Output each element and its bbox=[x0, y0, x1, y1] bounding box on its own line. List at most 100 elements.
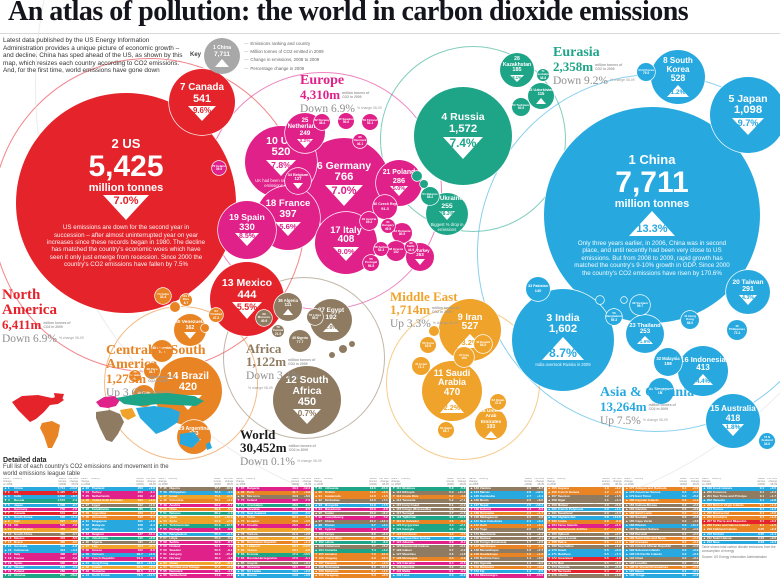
row-rank: ▲ 103 bbox=[314, 543, 324, 548]
row-rank: ▲ 87 bbox=[236, 568, 245, 573]
row-country: French Polynesia bbox=[557, 507, 584, 511]
table-row: ▲ 91 Guatemala 12.8 +1.5 bbox=[313, 494, 389, 499]
bubble-label: 52 Qatar bbox=[439, 425, 452, 430]
row-tonnes: 38.8 bbox=[292, 502, 299, 507]
row-tonnes: 0.2 bbox=[682, 556, 687, 561]
bubble-label: 14 Brazil bbox=[167, 371, 209, 383]
table-row: ▲ 109 Bahamas 6.2 +1.1 bbox=[313, 569, 389, 574]
column-header-label: Rank / change on 2008 bbox=[546, 478, 556, 486]
row-rank: ▲ 210 bbox=[702, 531, 712, 536]
row-tonnes: 10.9 bbox=[369, 506, 376, 511]
table-row: ▲ 35 Uzbekistan 115 +3.8 bbox=[80, 536, 156, 541]
row-rank: ▼ 32 bbox=[81, 523, 90, 528]
row-rank: ▼ 30 bbox=[81, 515, 90, 519]
row-country: Netherlands bbox=[91, 495, 110, 499]
row-change: -0.7 bbox=[71, 531, 78, 536]
row-country: Burma bbox=[246, 573, 257, 577]
row-tonnes: 5.3 bbox=[449, 490, 454, 495]
row-tonnes: 413 bbox=[59, 548, 66, 553]
region-name: Europe bbox=[300, 73, 345, 88]
row-country: Kuwait bbox=[91, 565, 102, 569]
row-rank: ▲ 98 bbox=[314, 523, 322, 528]
row-change: -15.0 bbox=[380, 486, 388, 491]
row-tonnes: 2.3 bbox=[526, 510, 532, 515]
region-name: Middle East bbox=[390, 289, 458, 304]
region-label-eu: Europe 4,310m million tonnes of CO2 in 200… bbox=[300, 74, 420, 116]
row-change: +5.6 bbox=[614, 502, 621, 507]
row-rank: ▼ 71 bbox=[236, 502, 245, 507]
bubble-value: 192 bbox=[325, 314, 337, 322]
row-rank: ▲ 41 bbox=[81, 560, 90, 565]
row-tonnes: 17.0 bbox=[292, 556, 299, 561]
row-change: -1.3 bbox=[227, 510, 233, 515]
row-change: -5.3 bbox=[537, 506, 544, 511]
row-country: Turkey bbox=[91, 491, 102, 495]
row-country: Guinea-Bissau bbox=[635, 503, 657, 507]
down-arrow-icon: 5.6% bbox=[274, 221, 301, 237]
row-country: Slovakia bbox=[246, 507, 260, 511]
row-change: +0.3 bbox=[769, 527, 777, 532]
bubble-44-n-korea: 44 N Korea 79.5 bbox=[637, 63, 655, 81]
bubble-value: 63.9 bbox=[424, 343, 432, 348]
row-rank: ▼ 138 bbox=[469, 506, 480, 511]
row-country: Guadeloupe bbox=[479, 553, 498, 557]
table-row: ▼ 113 Costa Rica 5.2 -4.6 bbox=[391, 495, 467, 499]
bubble-label: 29 Argentina bbox=[178, 425, 210, 432]
row-country: St Pierre and Miquelon bbox=[712, 520, 747, 524]
row-change: +4.0 bbox=[148, 564, 155, 569]
bubble-change-pct: 8.7% bbox=[549, 346, 577, 361]
table-row: ▲ 181 Guinea-Bissau 0.3 +2.6 bbox=[624, 503, 700, 508]
bubble-51-belarus: 51 Belarus 68.2 bbox=[421, 187, 439, 205]
row-rank: ▲ 48 bbox=[159, 498, 167, 503]
row-country: Ethiopia bbox=[402, 491, 415, 495]
row-country: Vanuatu bbox=[712, 499, 725, 503]
row-tonnes: 0.1 bbox=[759, 494, 765, 499]
bubble-value: 72.4 bbox=[733, 330, 741, 335]
table-row: ▼ 55 Portugal 56.5 -6.5 bbox=[158, 528, 234, 533]
row-rank: ▼ 119 bbox=[392, 519, 402, 524]
row-change: +6.2 bbox=[381, 510, 388, 515]
row-rank: ▼ 105 bbox=[314, 552, 324, 557]
column-header-label: Country bbox=[711, 478, 721, 480]
table-column-header: Rank / change on 2008 Country Million tonn… bbox=[547, 478, 622, 486]
bubble-78-tunisia: 78 Tunisia 21.9 bbox=[272, 325, 284, 337]
row-country: India bbox=[14, 495, 22, 499]
row-tonnes: 140 bbox=[137, 527, 143, 532]
row-country: Japan bbox=[14, 503, 23, 507]
row-country: Luxembourg bbox=[324, 516, 344, 519]
row-tonnes: 1.6 bbox=[526, 543, 532, 548]
row-country: Bermuda bbox=[557, 569, 572, 573]
row-rank: ▲ 159 bbox=[547, 502, 557, 507]
bubble-label: 53 Syria bbox=[422, 340, 434, 345]
row-country: Venezuela bbox=[91, 516, 107, 519]
row-rank: ▲ 130 bbox=[392, 564, 402, 569]
row-rank: ▲ 91 bbox=[314, 494, 322, 499]
table-row: ▲ 212 Niue 0.03 +0.4 bbox=[701, 540, 778, 545]
row-change: +7.5 bbox=[381, 502, 388, 507]
row-change: +7.7 bbox=[536, 548, 544, 553]
row-tonnes: 34.0 bbox=[292, 510, 299, 515]
bubble-change-pct: 2.6% bbox=[325, 325, 337, 332]
table-column: Rank / change on 2008 Country Million tonn… bbox=[235, 478, 312, 578]
bubble-value: 253 bbox=[416, 252, 424, 258]
row-tonnes: 63.9 bbox=[214, 519, 221, 524]
bubble-value: 47.2 bbox=[212, 315, 220, 320]
row-country: Burundi bbox=[635, 532, 648, 536]
bubble-dot bbox=[349, 341, 355, 347]
row-change: +8.7 bbox=[71, 494, 78, 499]
row-country: South Korea bbox=[14, 516, 33, 519]
table-row: ▲ 152 Barbados 1.4 +0.6 bbox=[468, 565, 545, 570]
table-row: ▲ 52 Qatar 64.7 +10.3 bbox=[158, 515, 234, 520]
bubble-11-saudi-arabia: 11 Saudi Arabia 470 2.2% bbox=[422, 361, 482, 421]
bubble-label: 34 Belgium bbox=[287, 172, 309, 178]
table-row: ▼ 28 Kazakhstan 185 -8.1 bbox=[80, 507, 156, 512]
bubble-label: 11 Saudi Arabia bbox=[433, 367, 471, 388]
row-change: +3.2 bbox=[614, 486, 621, 491]
table-row: ▼ 67 Bulgaria 44.4 -12.3 bbox=[235, 486, 312, 491]
bubble-40-czech-rep: 40 Czech Rep 91.3 bbox=[373, 195, 397, 219]
row-country: Netherlands Antilles bbox=[557, 528, 588, 532]
row-country: Guyana bbox=[557, 487, 569, 491]
table-row: ▲ 123 Papua New Guinea 4.0 +2.7 bbox=[391, 536, 467, 541]
world-map bbox=[12, 393, 212, 450]
row-tonnes: 99.7 bbox=[136, 552, 143, 557]
